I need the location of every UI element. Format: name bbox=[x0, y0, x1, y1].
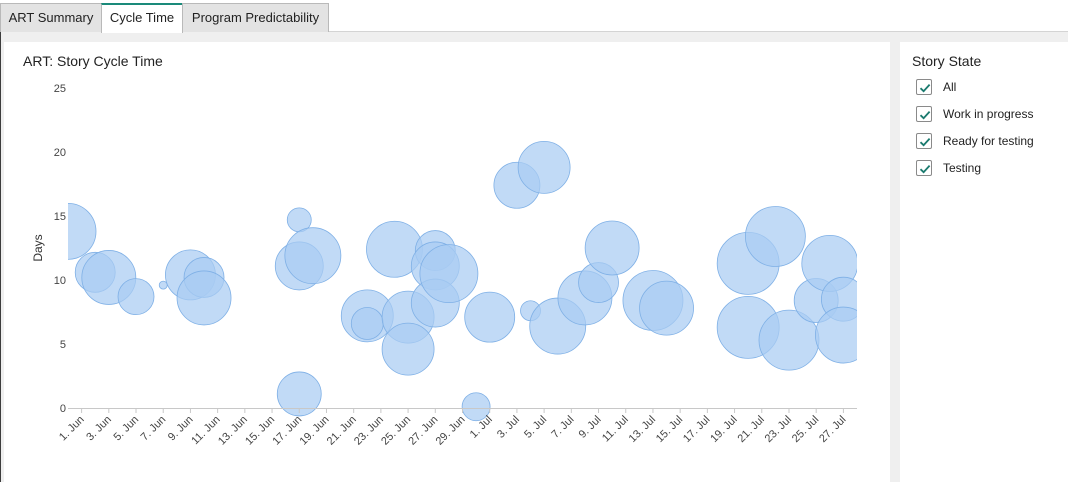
tab-bar: ART Summary Cycle Time Program Predictab… bbox=[0, 0, 1068, 33]
x-tick-label: 21. Jun bbox=[325, 414, 359, 448]
data-bubble bbox=[68, 202, 97, 260]
data-bubble bbox=[381, 322, 435, 376]
x-tick-label: 5. Jun bbox=[111, 414, 141, 444]
checkbox-testing[interactable] bbox=[916, 160, 932, 176]
data-bubble bbox=[744, 206, 806, 267]
y-tick-label: 15 bbox=[54, 211, 66, 223]
filter-item-ready-for-testing[interactable]: Ready for testing bbox=[916, 132, 1034, 150]
story-state-filter-panel: Story State All Work in progress Ready f… bbox=[900, 42, 1068, 482]
data-bubble bbox=[584, 220, 640, 276]
tab-art-summary[interactable]: ART Summary bbox=[0, 3, 102, 32]
y-tick-label: 5 bbox=[60, 339, 66, 351]
x-tick-label: 17. Jun bbox=[270, 414, 304, 448]
data-bubble bbox=[176, 270, 232, 326]
data-bubble bbox=[461, 392, 491, 422]
checkbox-work-in-progress[interactable] bbox=[916, 106, 932, 122]
data-bubble bbox=[276, 371, 322, 417]
chart-title: ART: Story Cycle Time bbox=[23, 53, 163, 69]
filter-item-work-in-progress[interactable]: Work in progress bbox=[916, 105, 1033, 123]
data-bubble bbox=[517, 140, 571, 194]
x-tick-label: 3. Jun bbox=[84, 414, 114, 444]
y-tick-label: 20 bbox=[54, 147, 66, 159]
x-tick-label: 15. Jun bbox=[243, 414, 277, 448]
data-bubble bbox=[464, 291, 516, 343]
x-tick-label: 13. Jun bbox=[216, 414, 250, 448]
chart-panel: ART: Story Cycle Time 0 5 10 15 20 25 Days 1. J… bbox=[4, 42, 890, 482]
filter-label-testing: Testing bbox=[943, 161, 982, 175]
data-bubble bbox=[158, 280, 168, 290]
x-tick-label: 15. Jul bbox=[654, 414, 685, 445]
y-axis-label: Days bbox=[31, 234, 45, 261]
x-tick-label: 7. Jun bbox=[139, 414, 169, 444]
data-bubble bbox=[419, 244, 479, 304]
x-tick-label: 19. Jul bbox=[708, 414, 739, 445]
x-tick-label: 29. Jun bbox=[434, 414, 468, 448]
x-tick-label: 21. Jul bbox=[735, 414, 766, 445]
x-tick-label: 27. Jun bbox=[406, 414, 440, 448]
filter-label-all: All bbox=[943, 80, 957, 94]
filter-label-work-in-progress: Work in progress bbox=[943, 107, 1034, 121]
story-state-title: Story State bbox=[912, 53, 982, 69]
tab-cycle-time[interactable]: Cycle Time bbox=[101, 3, 183, 33]
x-tick-label: 27. Jul bbox=[817, 414, 848, 445]
checkbox-all[interactable] bbox=[916, 79, 932, 95]
filter-item-testing[interactable]: Testing bbox=[916, 159, 981, 177]
filter-item-all[interactable]: All bbox=[916, 78, 956, 96]
x-tick-label: 25. Jun bbox=[379, 414, 413, 448]
window-edge bbox=[0, 32, 1, 482]
x-tick-label: 17. Jul bbox=[681, 414, 712, 445]
x-tick-label: 19. Jun bbox=[298, 414, 332, 448]
x-tick-label: 1. Jun bbox=[57, 414, 87, 444]
x-tick-label: 23. Jun bbox=[352, 414, 386, 448]
data-bubble bbox=[639, 280, 694, 336]
x-tick-label: 13. Jul bbox=[627, 414, 658, 445]
x-tick-label: 11. Jul bbox=[600, 414, 631, 445]
data-bubble bbox=[284, 227, 342, 285]
x-tick-label: 3. Jul bbox=[495, 414, 522, 441]
tab-program-predictability[interactable]: Program Predictability bbox=[182, 3, 329, 32]
x-tick-label: 5. Jul bbox=[522, 414, 549, 441]
x-tick-label: 25. Jul bbox=[790, 414, 821, 445]
checkbox-ready-for-testing[interactable] bbox=[916, 133, 932, 149]
x-tick-label: 23. Jul bbox=[763, 414, 794, 445]
x-tick-label: 7. Jul bbox=[549, 414, 576, 441]
data-bubble bbox=[815, 306, 857, 364]
y-tick-label: 25 bbox=[54, 83, 66, 95]
y-tick-label: 0 bbox=[60, 403, 66, 415]
y-tick-label: 10 bbox=[54, 275, 66, 287]
data-bubble bbox=[117, 278, 155, 316]
data-bubble bbox=[350, 307, 384, 340]
filter-label-ready-for-testing: Ready for testing bbox=[943, 134, 1034, 148]
